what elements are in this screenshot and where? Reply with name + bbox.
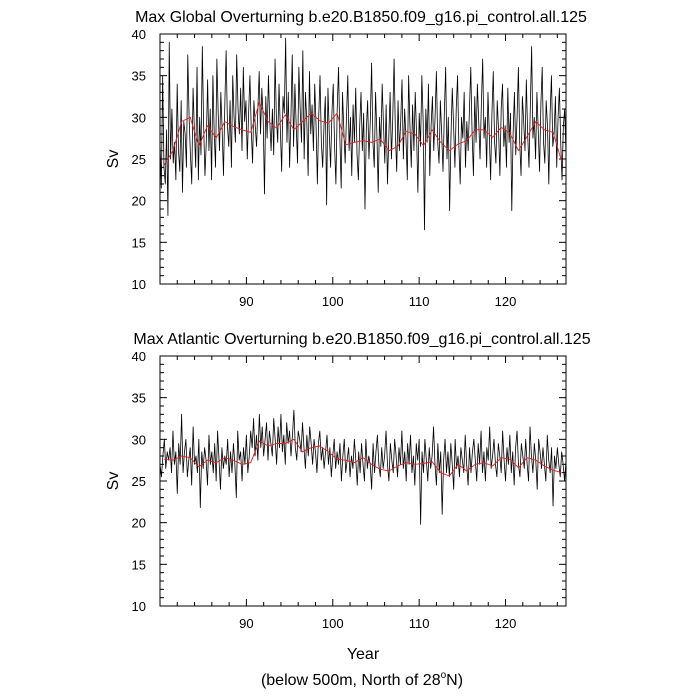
atlantic-xtick-label: 110 bbox=[409, 616, 430, 631]
atlantic-monthly-series-line bbox=[159, 409, 567, 525]
global-panel-title: Max Global Overturning b.e20.B1850.f09_g… bbox=[135, 9, 587, 26]
global-xtick-label: 90 bbox=[239, 294, 253, 309]
footer-note-superscript: o bbox=[441, 670, 447, 681]
global-x-tick-labels: 90 100 110 120 bbox=[239, 294, 516, 309]
atlantic-series bbox=[159, 409, 567, 525]
global-ytick-label: 30 bbox=[132, 110, 146, 125]
atlantic-ytick-label: 10 bbox=[132, 599, 146, 614]
global-ticks bbox=[159, 33, 566, 285]
atlantic-x-tick-labels: 90 100 110 120 bbox=[239, 616, 516, 631]
global-annual-mean-series-line bbox=[163, 101, 563, 166]
atlantic-ytick-label: 25 bbox=[132, 474, 146, 489]
atlantic-ytick-label: 35 bbox=[132, 391, 146, 406]
global-ytick-label: 35 bbox=[132, 69, 146, 84]
footer-note-prefix: (below 500m, North of 28 bbox=[261, 672, 441, 689]
atlantic-xtick-label: 100 bbox=[322, 616, 344, 631]
global-y-axis-label: Sv bbox=[105, 150, 122, 169]
atlantic-y-tick-labels: 10 15 20 25 30 35 40 bbox=[132, 349, 146, 614]
footer-note: (below 500m, North of 28oN) bbox=[261, 670, 463, 689]
global-ytick-label: 10 bbox=[132, 277, 146, 292]
atlantic-overturning-panel: Max Atlantic Overturning b.e20.B1850.f09… bbox=[105, 331, 591, 663]
atlantic-ytick-label: 40 bbox=[132, 349, 146, 364]
atlantic-ytick-label: 15 bbox=[132, 557, 146, 572]
global-ytick-label: 25 bbox=[132, 152, 146, 167]
footer-note-suffix: N) bbox=[446, 672, 463, 689]
global-y-tick-labels: 10 15 20 25 30 35 40 bbox=[132, 27, 146, 292]
global-series bbox=[159, 37, 567, 231]
global-plot-frame bbox=[159, 33, 567, 285]
global-monthly-series-line bbox=[159, 37, 567, 231]
atlantic-ytick-label: 20 bbox=[132, 516, 146, 531]
atlantic-ytick-label: 30 bbox=[132, 432, 146, 447]
global-xtick-label: 100 bbox=[322, 294, 344, 309]
atlantic-panel-title: Max Atlantic Overturning b.e20.B1850.f09… bbox=[133, 331, 590, 348]
atlantic-annual-mean-series-line bbox=[164, 438, 562, 477]
global-xtick-label: 110 bbox=[409, 294, 430, 309]
global-xtick-label: 120 bbox=[495, 294, 517, 309]
global-ytick-label: 15 bbox=[132, 235, 146, 250]
global-ytick-label: 40 bbox=[132, 27, 146, 42]
global-ytick-label: 20 bbox=[132, 194, 146, 209]
x-axis-label: Year bbox=[347, 646, 380, 663]
atlantic-xtick-label: 90 bbox=[239, 616, 253, 631]
atlantic-xtick-label: 120 bbox=[495, 616, 517, 631]
global-overturning-panel: Max Global Overturning b.e20.B1850.f09_g… bbox=[105, 9, 587, 309]
atlantic-y-axis-label: Sv bbox=[105, 472, 122, 491]
